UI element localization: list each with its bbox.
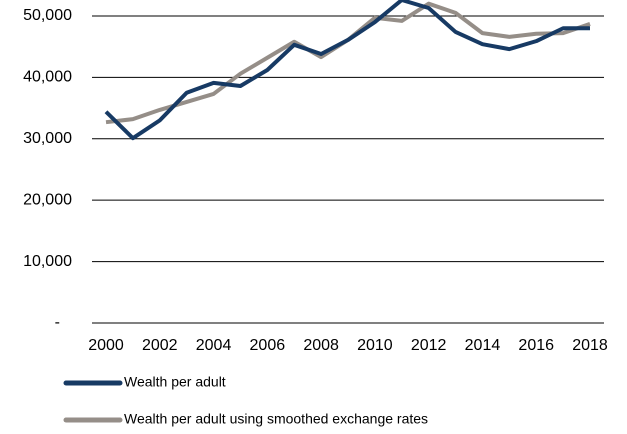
y-tick-label: 40,000 — [23, 69, 72, 86]
legend-label: Wealth per adult — [124, 374, 226, 390]
y-tick-label: 10,000 — [23, 253, 72, 270]
x-tick-label: 2006 — [250, 337, 286, 354]
y-tick-label: - — [55, 314, 60, 331]
x-tick-label: 2008 — [303, 337, 339, 354]
x-tick-label: 2002 — [142, 337, 178, 354]
series-line — [104, 0, 590, 141]
x-tick-label: 2014 — [465, 337, 501, 354]
x-tick-label: 2004 — [196, 337, 232, 354]
x-tick-label: 2010 — [357, 337, 393, 354]
series-line — [105, 1, 591, 125]
y-tick-label: 30,000 — [23, 130, 72, 147]
legend-label: Wealth per adult using smoothed exchange… — [124, 411, 428, 427]
x-tick-label: 2012 — [411, 337, 447, 354]
x-tick-label: 2000 — [88, 337, 124, 354]
y-tick-label: 50,000 — [23, 7, 72, 24]
x-tick-label: 2016 — [518, 337, 554, 354]
y-tick-label: 20,000 — [23, 191, 72, 208]
x-tick-label: 2018 — [572, 337, 608, 354]
